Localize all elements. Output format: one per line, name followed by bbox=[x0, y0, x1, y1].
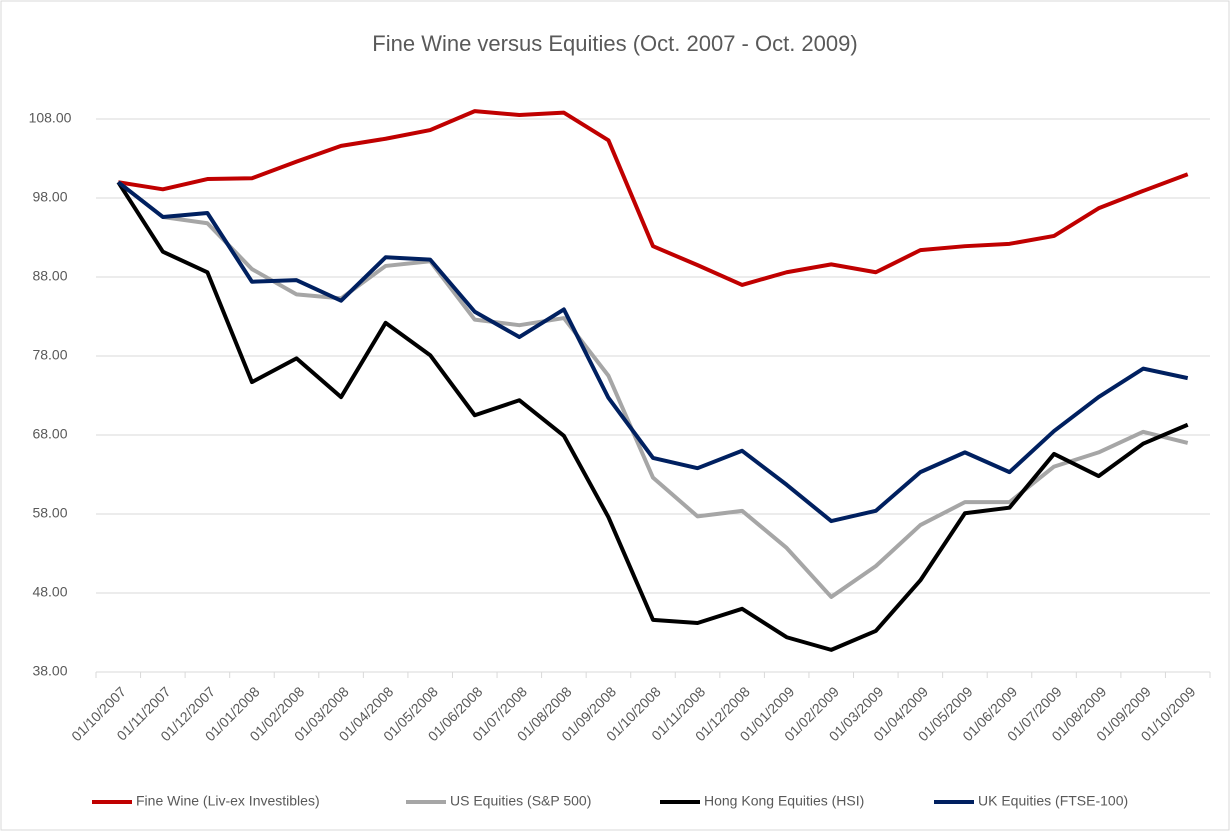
y-tick-label: 58.00 bbox=[32, 505, 67, 521]
y-tick-label: 78.00 bbox=[32, 347, 67, 363]
legend-label: UK Equities (FTSE-100) bbox=[978, 793, 1128, 809]
series-line bbox=[117, 109, 1189, 287]
series-line bbox=[116, 181, 1189, 652]
y-tick-label: 108.00 bbox=[29, 110, 72, 126]
legend-label: US Equities (S&P 500) bbox=[450, 793, 591, 809]
chart-title: Fine Wine versus Equities (Oct. 2007 - O… bbox=[372, 31, 857, 56]
y-tick-label: 88.00 bbox=[32, 268, 67, 284]
legend-label: Hong Kong Equities (HSI) bbox=[704, 793, 864, 809]
legend-label: Fine Wine (Liv-ex Investibles) bbox=[136, 793, 320, 809]
y-tick-label: 38.00 bbox=[32, 663, 67, 679]
series-line bbox=[117, 180, 1189, 524]
y-tick-label: 68.00 bbox=[32, 426, 67, 442]
series-line bbox=[117, 180, 1189, 599]
y-tick-label: 98.00 bbox=[32, 189, 67, 205]
y-tick-label: 48.00 bbox=[32, 584, 67, 600]
